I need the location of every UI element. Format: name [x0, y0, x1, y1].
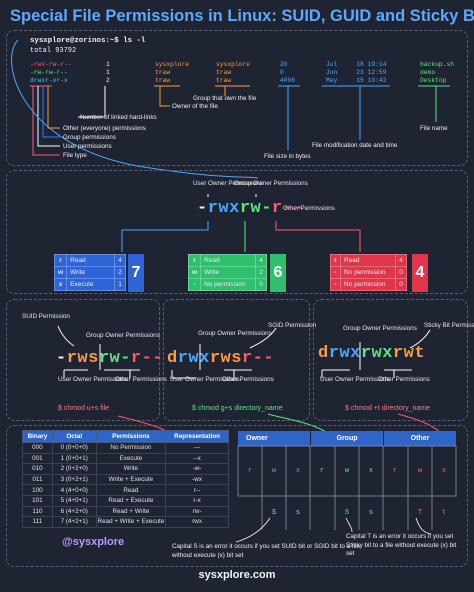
ls-row-size: 4096 [280, 77, 296, 84]
sgid-group-label: Group Owner Permissions [198, 330, 272, 337]
ls-row-owner: traw [155, 69, 171, 76]
suid-other-label: Other Permissions [115, 376, 167, 383]
label-other-perms: Other (everyone) permissions [63, 125, 146, 132]
label-user-perms: User permissions [63, 143, 112, 150]
ls-row-links: 2 [106, 77, 110, 84]
perm-table-user: r Read 4 w Write 2 x Execute 1 [53, 254, 127, 291]
suid-command: $ chmod u+s file [58, 405, 110, 412]
ls-row-group: traw [216, 77, 232, 84]
sticky-command: $ chmod +t directory_name [345, 405, 431, 412]
grid-cell: x [441, 467, 447, 475]
terminal-annotation-lines [11, 39, 450, 179]
sgid-panel [163, 299, 310, 421]
label-group: Group that own the file [193, 95, 257, 102]
suid-panel [6, 299, 160, 421]
note-connectors [235, 517, 431, 543]
ls-row-owner: traw [155, 77, 171, 84]
label-size: File size in bytes [264, 153, 311, 160]
grid-cell: w [417, 467, 423, 475]
special-bit-connectors [57, 325, 441, 439]
suid-user-label: User Owner Permissions [58, 376, 128, 383]
grid-header-group: Group [311, 431, 383, 446]
grid-cell: r [247, 467, 253, 475]
grid-cell: r [319, 467, 325, 475]
sgid-other-label: Other Permissions [222, 376, 274, 383]
label-mod-date: File modification date and time [312, 142, 398, 149]
breakdown-other-label: Other Permissions [283, 205, 335, 212]
grid-cell: w [344, 467, 350, 475]
grid-header-owner: Owner [238, 431, 310, 446]
terminal-total: total 93792 [30, 47, 77, 55]
sticky-group-label: Group Owner Permissions [343, 325, 417, 332]
grid-special-owner: s [295, 509, 301, 517]
perm-total-user: 7 [128, 254, 144, 292]
grid-cell: w [271, 467, 277, 475]
grid-special-group: S [344, 509, 350, 517]
reference-panel [6, 425, 468, 567]
sticky-label: Sticky Bit Permission [424, 322, 474, 329]
sgid-command: $ chmod g+s directory_name [192, 405, 283, 412]
ls-row-group: sysxplore [216, 61, 251, 68]
perm-total-group: 6 [270, 254, 286, 292]
ls-row-name: demo [420, 69, 436, 76]
sticky-permission-string: drwxrwxrwt [318, 344, 426, 363]
sgid-permission-string: drwxrwsr-- [167, 349, 275, 368]
ls-row-perm: -rwx-rw-r-- [30, 61, 72, 68]
ls-row-date: May 15 10:42 [326, 77, 387, 84]
ls-row-date: Jun 23 12:59 [326, 69, 387, 76]
permission-grid-lines [237, 445, 457, 530]
note-capital-s: Capital S is an error it occurs if you s… [172, 543, 360, 559]
label-file-name: File name [420, 125, 448, 132]
grid-special-other: t [441, 509, 447, 517]
ls-row-name: Desktop [420, 77, 447, 84]
grid-special-owner: S [271, 509, 277, 517]
breakdown-panel [6, 170, 468, 294]
ls-row-date: Jul 18 19:14 [326, 61, 387, 68]
sticky-user-label: User Owner Permissions [320, 376, 390, 383]
suid-permission-string: -rwsrw-r-- [56, 349, 164, 368]
grid-cell: x [295, 467, 301, 475]
ls-row-links: 1 [106, 61, 110, 68]
ls-row-group: traw [216, 69, 232, 76]
sgid-user-label: User Owner Permissions [170, 376, 240, 383]
ls-row-perm: -rw-rw-r-- [30, 69, 68, 76]
grid-special-other: T [417, 509, 423, 517]
breakdown-permission-string: -rwxrw-r-- [197, 199, 305, 218]
label-group-perms: Group permissions [63, 134, 116, 141]
grid-header-other: Other [384, 431, 456, 446]
grid-special-group: s [368, 509, 374, 517]
terminal-panel [6, 30, 468, 166]
breakdown-user-label: User Owner Permissions [193, 180, 263, 187]
perm-total-other: 4 [412, 254, 428, 292]
ls-row-links: 1 [106, 69, 110, 76]
sticky-panel [313, 299, 468, 421]
perm-table-other: r Read 4 - No permission 0 - No permission 0 [330, 254, 407, 291]
grid-cell: x [368, 467, 374, 475]
perm-table-group: r Read 4 w Write 2 - No permission 0 [187, 254, 268, 291]
ls-row-perm: drwxr-xr-x [30, 77, 68, 84]
ls-row-name: backup.sh [420, 61, 455, 68]
ls-row-size: 0 [280, 69, 284, 76]
breakdown-connectors [121, 194, 361, 252]
sgid-label: SGID Permission [268, 322, 317, 329]
terminal-prompt: sysxplore@zorinos:~$ ls -l [30, 37, 146, 45]
suid-group-label: Group Owner Permissions [86, 332, 160, 339]
page-title: Special File Permissions in Linux: SUID,… [10, 7, 474, 25]
social-handle[interactable]: @sysxplore [62, 536, 125, 548]
label-links: Number of linked hard-links [80, 114, 157, 121]
ls-row-size: 20 [280, 61, 288, 68]
note-capital-t: Capital T is an error it occurs if you s… [346, 533, 457, 557]
sticky-other-label: Other Permissions [378, 376, 430, 383]
ls-row-owner: sysxplore [155, 61, 190, 68]
label-file-type: File type [63, 152, 87, 159]
suid-label: SUID Permission [22, 313, 70, 320]
footer-url[interactable]: sysxplore.com [198, 569, 276, 581]
grid-cell: r [392, 467, 398, 475]
octal-table: Binary Octal Permissions Representation … [22, 430, 229, 528]
breakdown-group-label: Group Owner Permissions [234, 180, 308, 187]
label-owner: Owner of the file [172, 103, 218, 110]
